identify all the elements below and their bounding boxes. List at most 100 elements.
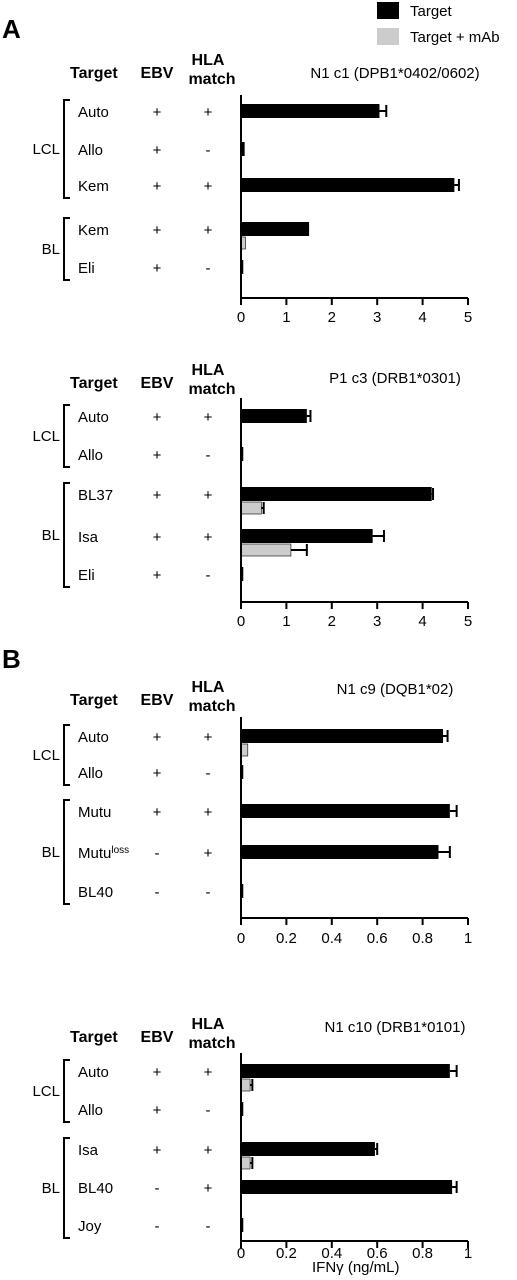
panel4-bar-mab <box>240 1156 251 1170</box>
panel1-group-bracket <box>63 99 70 199</box>
panel4-row-ebv: + <box>153 1064 162 1081</box>
panel4-row-hla: + <box>204 1064 213 1081</box>
panel1-row-hla: + <box>204 104 213 121</box>
panel4-chart-title: N1 c10 (DRB1*0101) <box>325 1019 466 1036</box>
panel2-bar-target <box>241 487 432 501</box>
panel3-row-label: BL40 <box>78 884 113 901</box>
panel1-row-hla: - <box>206 260 211 277</box>
panel2-row-ebv: + <box>153 529 162 546</box>
panel3-header-match: match <box>188 698 235 715</box>
panel2-x-tick-label: 2 <box>328 613 336 630</box>
panel1-group-bracket <box>63 217 70 281</box>
panel2-row-ebv: + <box>153 567 162 584</box>
panel3-x-tick-label: 0.4 <box>321 930 342 947</box>
panel2-bar-mab <box>240 543 292 557</box>
panel4-row-hla: + <box>204 1142 213 1159</box>
panel2-row-label: BL37 <box>78 487 113 504</box>
panel2-errorbar-target <box>372 530 386 542</box>
panel2-row-label: Allo <box>78 447 103 464</box>
panel3-bar-mab <box>240 743 249 757</box>
panel2-x-tick-label: 5 <box>464 613 472 630</box>
panel1-row-hla: - <box>206 142 211 159</box>
panel3-group-bracket <box>63 724 70 786</box>
panel2-header-match: match <box>188 381 235 398</box>
panel4-bar-target <box>241 1218 244 1232</box>
panel1-x-tick-label: 2 <box>328 309 336 326</box>
panel3-bar-target <box>241 729 444 743</box>
panel3-group-label: BL <box>42 844 60 861</box>
panel2-bar-target <box>241 447 244 461</box>
panel4-x-tick-label: 0.2 <box>276 1245 297 1262</box>
panel4-errorbar-target <box>452 1181 458 1193</box>
panel2-row-hla: - <box>206 447 211 464</box>
panel3-x-tick-label: 0.2 <box>276 930 297 947</box>
panel1-errorbar-target <box>454 179 460 191</box>
panel2-row-label: Eli <box>78 567 95 584</box>
panel1-header-ebv: EBV <box>141 65 174 82</box>
panel3-row-hla: - <box>206 884 211 901</box>
panel4-group-bracket <box>63 1059 70 1123</box>
panel3-row-hla: - <box>206 765 211 782</box>
panel1-row-ebv: + <box>153 260 162 277</box>
panel2-group-label: LCL <box>32 428 60 445</box>
panel4-errorbar-mab <box>250 1079 254 1091</box>
panel2-bar-mab <box>240 501 262 515</box>
panel3-bar-target <box>241 884 244 898</box>
panel4-row-label: Joy <box>78 1218 102 1235</box>
panel1-row-ebv: + <box>153 142 162 159</box>
panel3-x-tick-label: 0 <box>237 930 245 947</box>
panel4-x-tick-label: 0.4 <box>321 1245 342 1262</box>
panel1-x-tick-label: 0 <box>237 309 245 326</box>
panel4-row-hla: + <box>204 1180 213 1197</box>
panel3-header-target: Target <box>70 692 118 709</box>
panel4-row-label: BL40 <box>78 1180 113 1197</box>
panel4-row-hla: - <box>206 1218 211 1235</box>
panel1-header-match: match <box>188 71 235 88</box>
panel2-row-hla: + <box>204 487 213 504</box>
panel4-row-label: Auto <box>78 1064 109 1081</box>
panel1-bar-target <box>241 222 310 236</box>
panel2-header-ebv: EBV <box>141 375 174 392</box>
panel2-row-hla: + <box>204 409 213 426</box>
panel2-row-hla: - <box>206 567 211 584</box>
panel4-group-bracket <box>63 1137 70 1239</box>
panel2-errorbar-target <box>431 488 435 500</box>
panel3-errorbar-target <box>443 730 449 742</box>
panel3-x-tick-label: 0.8 <box>412 930 433 947</box>
panel1-x-tick-label: 4 <box>418 309 426 326</box>
panel3-row-label: Auto <box>78 729 109 746</box>
panel4-x-tick-label: 0.8 <box>412 1245 433 1262</box>
panel4-errorbar-target <box>374 1143 379 1155</box>
panel1-row-ebv: + <box>153 178 162 195</box>
panel1-row-ebv: + <box>153 104 162 121</box>
panel4-row-hla: - <box>206 1102 211 1119</box>
panel2-bar-target <box>241 567 244 581</box>
panel3-group-bracket <box>63 799 70 905</box>
panel3-row-label: Mutuloss <box>78 845 129 862</box>
panel3-header-hla: HLA <box>192 679 225 696</box>
panel3-bar-target <box>241 804 450 818</box>
panel2-errorbar-mab <box>261 502 265 514</box>
panel1-row-hla: + <box>204 222 213 239</box>
panel3-x-tick-label: 0.6 <box>367 930 388 947</box>
panel2-bar-target <box>241 409 307 423</box>
panel2-row-ebv: + <box>153 447 162 464</box>
panel4-bar-target <box>241 1064 450 1078</box>
legend-label-target: Target <box>410 3 453 20</box>
panel4-header-hla: HLA <box>192 1016 225 1033</box>
panel4-row-ebv: - <box>155 1180 160 1197</box>
panel4-bar-mab <box>240 1078 251 1092</box>
panel-label-a: A <box>2 14 21 44</box>
panel2-header-hla: HLA <box>192 362 225 379</box>
panel1-row-label: Auto <box>78 104 109 121</box>
panel4-x-tick-label: 1 <box>464 1245 472 1262</box>
panel4-row-ebv: + <box>153 1142 162 1159</box>
panel3-bar-target <box>241 765 244 779</box>
panel1-row-label: Eli <box>78 260 95 277</box>
panel1-bar-target <box>241 142 245 156</box>
legend-swatch-target-mab <box>377 28 399 45</box>
panel4-bar-target <box>241 1142 375 1156</box>
panel4-bar-target <box>241 1102 244 1116</box>
panel3-row-label: Mutu <box>78 804 111 821</box>
panel1-group-label: LCL <box>32 141 60 158</box>
